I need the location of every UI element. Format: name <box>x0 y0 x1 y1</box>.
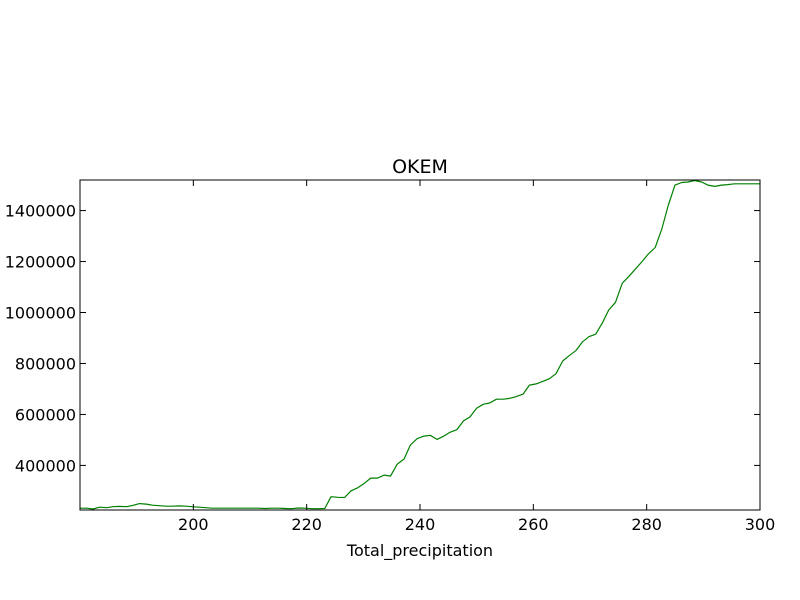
x-tick-label: 220 <box>291 515 322 534</box>
axis-ticks <box>80 180 761 510</box>
y-tick-label: 1200000 <box>5 253 76 272</box>
x-tick-label: 260 <box>518 515 549 534</box>
y-tick-label: 800000 <box>15 354 76 373</box>
chart-title: OKEM <box>392 156 448 178</box>
x-axis-label: Total_precipitation <box>346 541 493 561</box>
x-tick-label: 280 <box>631 515 662 534</box>
plot-frame <box>79 179 761 511</box>
series-line-0 <box>80 179 760 510</box>
x-tick-label: 240 <box>405 515 436 534</box>
y-tick-label: 400000 <box>15 456 76 475</box>
x-tick-label: 300 <box>745 515 776 534</box>
x-tick-label: 200 <box>178 515 209 534</box>
y-tick-label: 1000000 <box>5 304 76 323</box>
y-tick-label: 600000 <box>15 405 76 424</box>
y-tick-label: 1400000 <box>5 202 76 221</box>
plot-area <box>80 179 760 510</box>
